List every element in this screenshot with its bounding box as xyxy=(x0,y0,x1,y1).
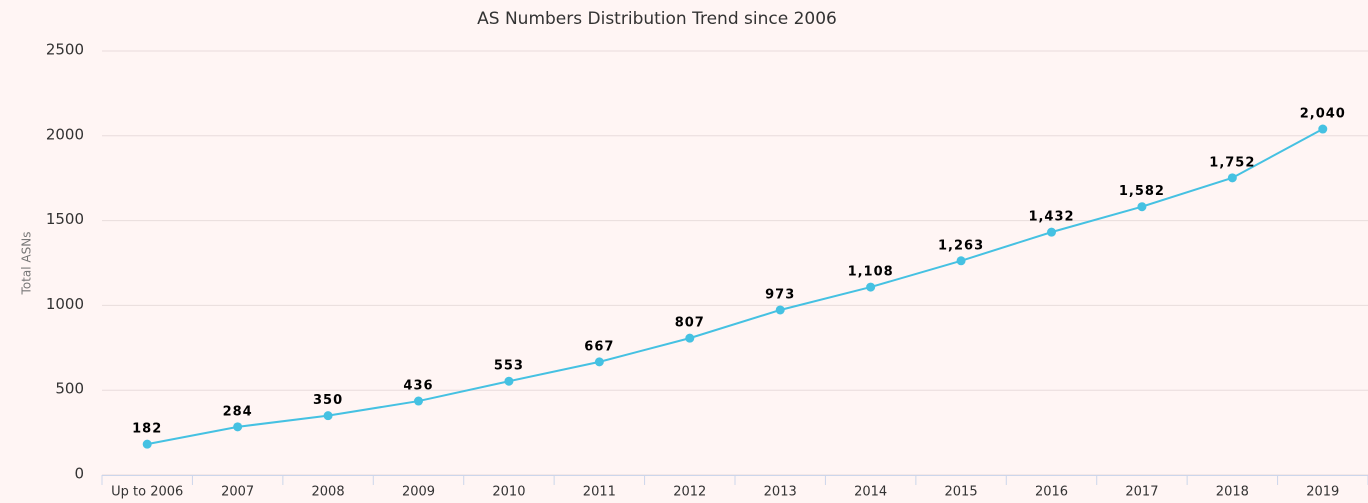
x-tick-label: 2018 xyxy=(1216,485,1249,500)
y-tick-label: 1500 xyxy=(46,210,84,228)
point xyxy=(504,376,514,386)
data-label: 350 xyxy=(313,393,343,408)
point xyxy=(594,357,604,367)
point xyxy=(142,439,152,449)
x-tick-label: 2011 xyxy=(583,485,616,500)
point xyxy=(775,305,785,315)
point xyxy=(685,333,695,343)
data-label: 553 xyxy=(494,359,524,374)
data-label: 1,108 xyxy=(848,265,894,280)
point xyxy=(866,282,876,292)
y-tick-label: 2000 xyxy=(46,125,84,143)
x-tick-label: 2009 xyxy=(402,485,435,500)
x-tick-label: 2019 xyxy=(1306,485,1339,500)
data-label: 1,752 xyxy=(1209,155,1255,170)
y-tick-label: 2500 xyxy=(46,41,84,59)
point xyxy=(1047,227,1056,237)
x-tick-label: 2010 xyxy=(492,485,525,500)
y-axis-title: Total ASNs xyxy=(20,232,34,296)
data-label: 1,263 xyxy=(938,238,984,253)
x-tick-label: 2013 xyxy=(764,485,797,500)
data-label: 2,040 xyxy=(1300,107,1346,122)
data-label: 973 xyxy=(765,287,795,302)
x-tick-label: 2016 xyxy=(1035,485,1068,500)
x-tick-label: 2012 xyxy=(673,485,706,500)
data-label: 182 xyxy=(132,422,162,437)
chart-title: AS Numbers Distribution Trend since 2006 xyxy=(477,9,837,29)
y-tick-label: 0 xyxy=(74,465,84,483)
x-tick-label: 2007 xyxy=(221,485,254,500)
point xyxy=(1137,202,1147,212)
line xyxy=(147,128,1324,446)
data-label: 1,582 xyxy=(1119,184,1165,199)
data-label: 1,432 xyxy=(1028,210,1074,225)
x-tick-label: Up to 2006 xyxy=(111,485,183,500)
point xyxy=(1227,173,1237,183)
x-tick-label: 2008 xyxy=(312,485,345,500)
data-label: 284 xyxy=(223,404,253,419)
data-label: 667 xyxy=(584,339,614,354)
point xyxy=(414,396,423,406)
point xyxy=(233,422,243,432)
x-tick-label: 2017 xyxy=(1125,485,1158,500)
data-label: 807 xyxy=(675,316,705,331)
y-tick-label: 500 xyxy=(55,380,84,398)
data-label: 436 xyxy=(403,379,433,394)
point xyxy=(323,411,333,421)
point xyxy=(956,256,966,266)
y-tick-label: 1000 xyxy=(46,295,84,313)
x-tick-label: 2015 xyxy=(945,485,978,500)
x-tick-label: 2014 xyxy=(854,485,887,500)
point xyxy=(1318,124,1328,134)
